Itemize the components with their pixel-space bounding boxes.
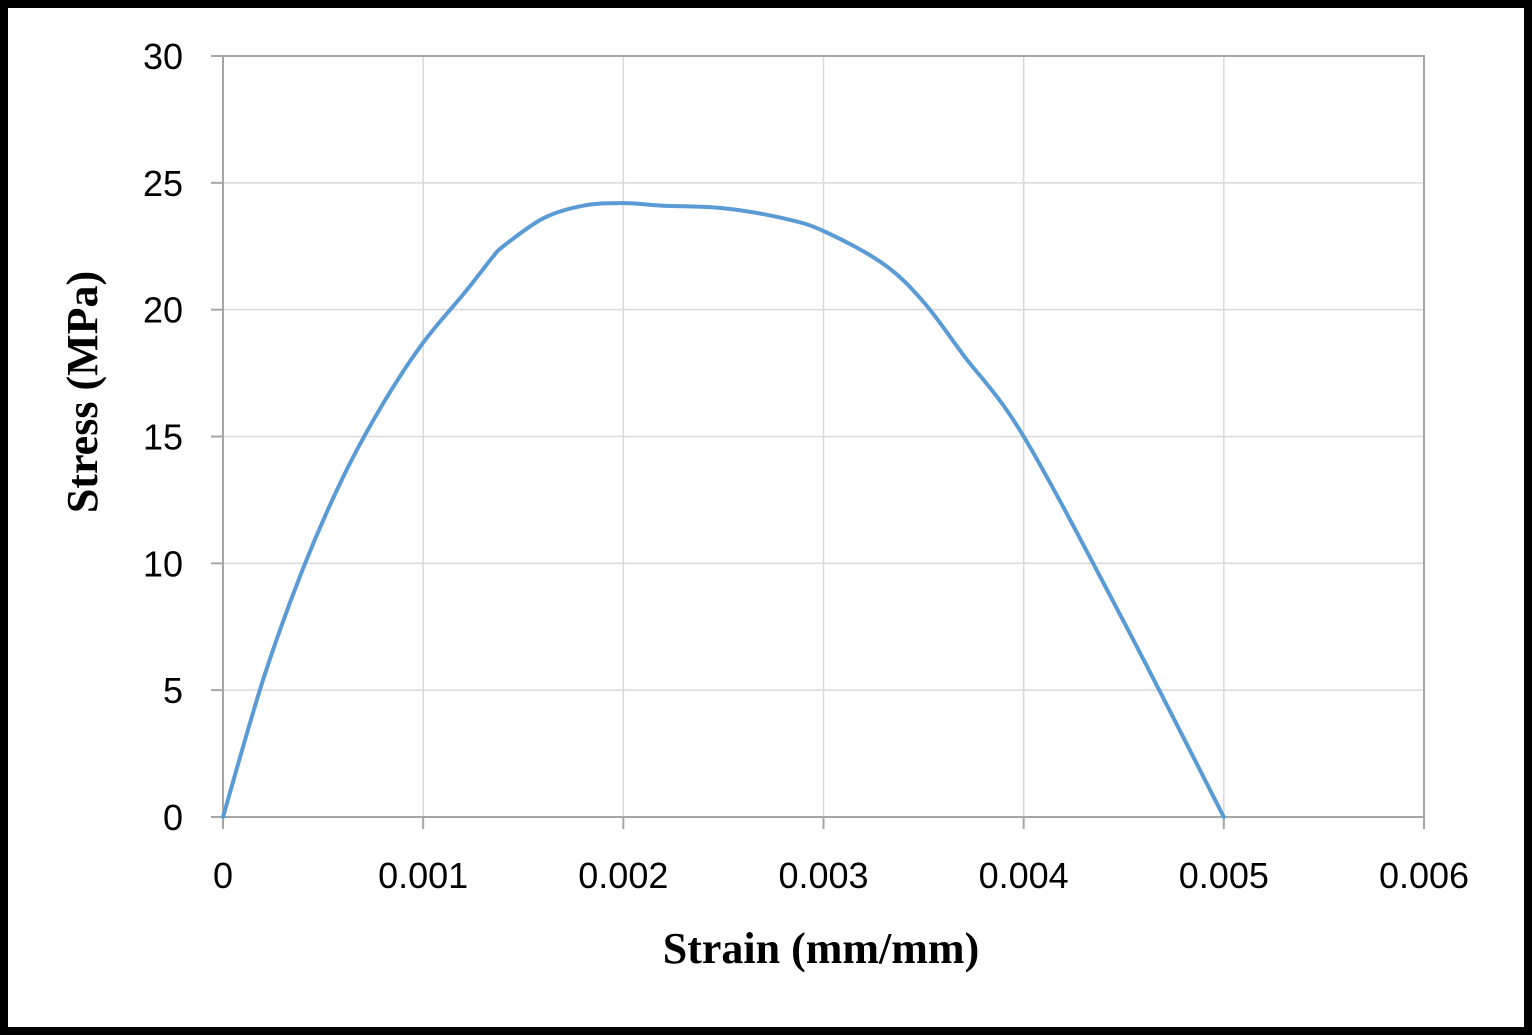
x-tick-label: 0.005 (1179, 855, 1269, 896)
x-tick-label: 0.004 (979, 855, 1069, 896)
y-tick-label: 20 (143, 290, 183, 331)
y-tick-label: 0 (163, 797, 183, 838)
x-axis-ticks (222, 817, 1425, 829)
y-tick-label: 30 (143, 36, 183, 77)
x-tick-label: 0.001 (378, 855, 468, 896)
x-tick-label: 0.002 (578, 855, 668, 896)
y-axis-ticks (211, 55, 223, 818)
y-tick-label: 15 (143, 417, 183, 458)
x-tick-label: 0.003 (778, 855, 868, 896)
x-axis-title: Strain (mm/mm) (663, 924, 980, 973)
y-axis-title: Stress (MPa) (58, 271, 107, 513)
y-tick-label: 10 (143, 543, 183, 584)
x-tick-label: 0 (213, 855, 233, 896)
x-axis-tick-labels: 0 0.001 0.002 0.003 0.004 0.005 0.006 (213, 855, 1469, 896)
y-axis-tick-labels: 0 5 10 15 20 25 30 (143, 36, 183, 838)
y-tick-label: 5 (163, 670, 183, 711)
grid-lines (222, 55, 1425, 818)
x-tick-label: 0.006 (1379, 855, 1469, 896)
y-tick-label: 25 (143, 163, 183, 204)
series-line (221, 201, 1226, 819)
